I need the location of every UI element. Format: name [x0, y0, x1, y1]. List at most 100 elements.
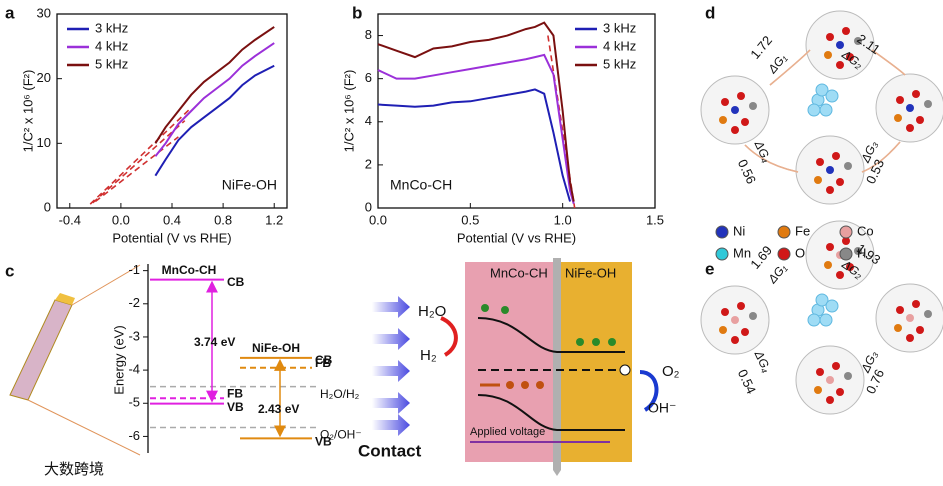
schematic-label: NiFe-OH	[565, 265, 616, 280]
atom	[844, 372, 852, 380]
step-label: ΔG₁	[765, 51, 790, 77]
y-tick-label: 2	[365, 156, 372, 171]
atom	[854, 37, 862, 45]
y-tick-label: 10	[37, 135, 51, 150]
level-label: FB	[315, 356, 331, 370]
x-tick-label: 1.2	[265, 212, 283, 227]
atom	[731, 336, 739, 344]
atom	[826, 166, 834, 174]
atom	[906, 124, 914, 132]
junction	[440, 258, 659, 476]
atom-swatch	[715, 225, 729, 239]
cycle-path	[744, 49, 906, 173]
annotation: MnCo-CH	[390, 177, 452, 193]
atom	[924, 310, 932, 318]
panel-label: d	[705, 3, 715, 22]
atom	[836, 178, 844, 186]
material-label: NiFe-OH	[252, 341, 300, 355]
bubble	[815, 293, 829, 307]
x-tick-label: 0.0	[369, 212, 387, 227]
atom	[896, 306, 904, 314]
nanorod	[9, 264, 141, 456]
series-line	[377, 53, 575, 204]
atom	[719, 326, 727, 334]
y-axis-label: 1/C² x 10⁶ (F²)	[20, 70, 35, 153]
atom	[906, 334, 914, 342]
atom-label: Ni	[733, 223, 745, 238]
y-tick-label: 6	[365, 70, 372, 85]
series-line	[154, 64, 275, 177]
y-tick-label: 0	[44, 199, 51, 214]
x-axis-label: Potential (V vs RHE)	[457, 230, 576, 245]
level-label: VB	[227, 400, 244, 414]
y-tick-label: 20	[37, 70, 51, 85]
atom	[912, 90, 920, 98]
atom	[731, 106, 739, 114]
schematic-label: Contact	[358, 441, 422, 460]
x-tick-label: 1.0	[554, 212, 572, 227]
atom	[816, 158, 824, 166]
level-label: CB	[315, 353, 333, 367]
atom	[836, 41, 844, 49]
bubble	[807, 103, 821, 117]
atom	[731, 126, 739, 134]
atom	[749, 312, 757, 320]
x-tick-label: 0.0	[112, 212, 130, 227]
panel-label: b	[352, 3, 362, 22]
series-line	[154, 42, 275, 157]
legend-label: 3 kHz	[603, 20, 636, 35]
atom	[731, 316, 739, 324]
y-tick-label: -4	[128, 362, 140, 377]
panel-label: e	[705, 259, 714, 278]
atom	[836, 388, 844, 396]
atom	[826, 243, 834, 251]
atom	[916, 116, 924, 124]
atom	[826, 396, 834, 404]
atom	[836, 61, 844, 69]
atom	[836, 271, 844, 279]
molecules	[700, 10, 943, 415]
atom	[737, 302, 745, 310]
atom	[826, 376, 834, 384]
bubble	[807, 313, 821, 327]
atom	[842, 237, 850, 245]
series-line	[377, 21, 575, 202]
atom	[824, 51, 832, 59]
atom	[826, 186, 834, 194]
annotation: NiFe-OH	[222, 177, 277, 193]
atom-swatch	[777, 225, 791, 239]
series-line	[377, 88, 572, 202]
atom	[844, 162, 852, 170]
y-tick-label: -6	[128, 428, 140, 443]
atom	[832, 152, 840, 160]
atom-swatch	[839, 247, 853, 261]
y-tick-label: -3	[128, 328, 140, 343]
step-energy: 1.69	[747, 243, 775, 272]
atom	[749, 102, 757, 110]
atom	[719, 116, 727, 124]
atom	[832, 362, 840, 370]
x-tick-label: 1.5	[646, 212, 664, 227]
bubble	[819, 103, 833, 117]
atom-label: H	[857, 245, 866, 260]
atom	[846, 263, 854, 271]
atom-label: Fe	[795, 223, 810, 238]
schematic-label: Applied voltage	[470, 426, 545, 438]
atom	[816, 368, 824, 376]
atom	[894, 324, 902, 332]
atom	[846, 53, 854, 61]
atom	[896, 96, 904, 104]
atom	[912, 300, 920, 308]
step-label: ΔG₄	[751, 138, 774, 165]
atom	[741, 328, 749, 336]
series-line	[154, 26, 275, 144]
panel-label: c	[5, 261, 14, 280]
atom	[741, 118, 749, 126]
x-tick-label: 0.5	[461, 212, 479, 227]
legend-label: 5 kHz	[603, 56, 636, 71]
fit-line	[94, 136, 179, 203]
atom	[814, 176, 822, 184]
atom	[842, 27, 850, 35]
y-axis-label: Energy (eV)	[111, 325, 126, 394]
